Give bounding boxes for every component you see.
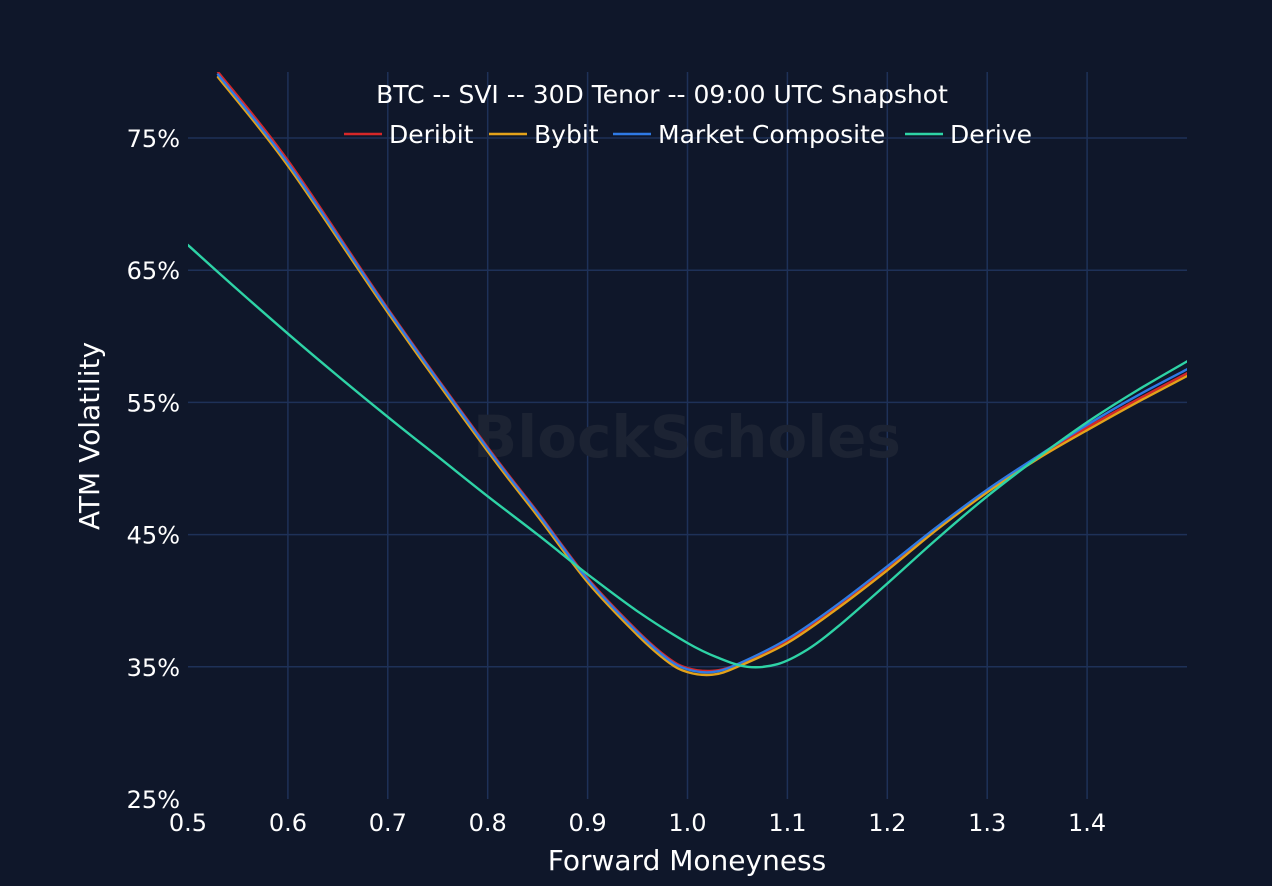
grid <box>188 72 1187 799</box>
y-tick-label: 65% <box>127 257 180 285</box>
watermark: BlockScholes <box>473 403 901 471</box>
y-tick-label: 25% <box>127 786 180 814</box>
legend-label: Bybit <box>534 120 599 149</box>
series-lines <box>188 72 1187 677</box>
legend-item[interactable]: Bybit <box>489 120 599 149</box>
x-tick-label: 1.0 <box>668 809 706 837</box>
x-tick-label: 0.5 <box>169 809 207 837</box>
x-tick-label: 1.4 <box>1068 809 1106 837</box>
x-tick-label: 1.1 <box>768 809 806 837</box>
legend: Deribit Bybit Market Composite Derive <box>344 120 1032 149</box>
legend-item[interactable]: Market Composite <box>613 120 885 149</box>
x-tick-label: 1.3 <box>968 809 1006 837</box>
legend-label: Market Composite <box>658 120 885 149</box>
x-tick-label: 0.6 <box>269 809 307 837</box>
y-tick-label: 35% <box>127 654 180 682</box>
y-axis-ticks: 25% 35% 45% 55% 65% 75% <box>127 125 180 814</box>
series-line-bybit <box>216 75 1187 677</box>
y-tick-label: 55% <box>127 389 180 417</box>
y-tick-label: 75% <box>127 125 180 153</box>
y-tick-label: 45% <box>127 522 180 550</box>
x-tick-label: 0.8 <box>469 809 507 837</box>
series-line-derive <box>188 243 1187 669</box>
chart-title: BTC -- SVI -- 30D Tenor -- 09:00 UTC Sna… <box>376 80 948 109</box>
x-tick-label: 0.7 <box>369 809 407 837</box>
legend-item[interactable]: Deribit <box>344 120 474 149</box>
x-tick-label: 1.2 <box>868 809 906 837</box>
legend-item[interactable]: Derive <box>905 120 1032 149</box>
legend-label: Deribit <box>389 120 474 149</box>
series-line-deribit <box>216 72 1187 673</box>
series-line-market-composite <box>216 73 1187 674</box>
y-axis-title: ATM Volatility <box>73 342 106 530</box>
x-axis-title: Forward Moneyness <box>548 844 826 877</box>
legend-label: Derive <box>950 120 1032 149</box>
x-tick-label: 0.9 <box>569 809 607 837</box>
x-axis-ticks: 0.5 0.6 0.7 0.8 0.9 1.0 1.1 1.2 1.3 1.4 <box>169 809 1106 837</box>
